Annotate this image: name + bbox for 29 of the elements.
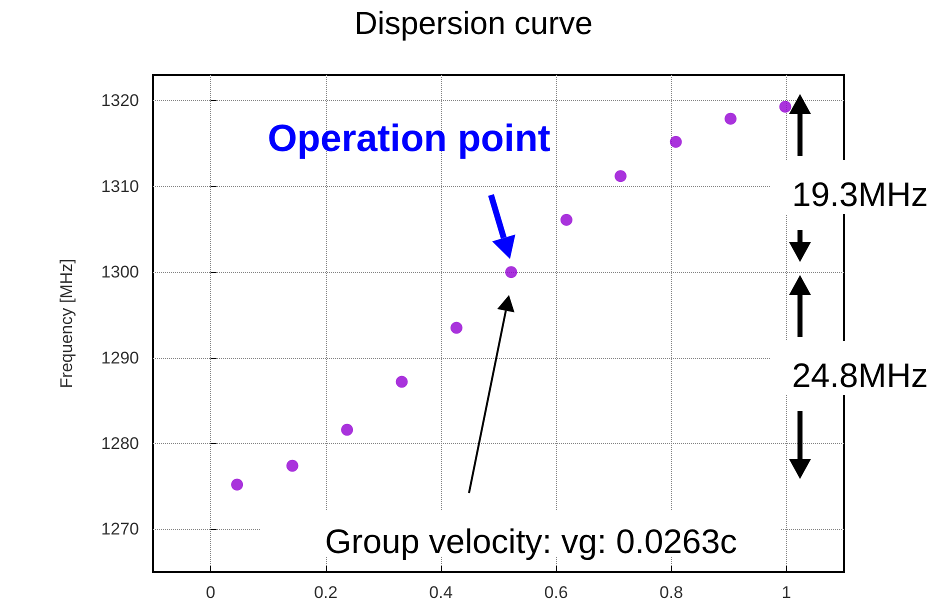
point	[505, 266, 518, 278]
point	[396, 376, 408, 388]
y-axis-title: Frequency [MHz]	[57, 258, 76, 388]
x-tick-label: 0.8	[659, 583, 684, 602]
y-tick-label: 1270	[101, 520, 139, 539]
y-tick-label: 1320	[101, 91, 139, 110]
x-tick-label: 0	[206, 583, 216, 602]
point	[450, 322, 462, 334]
annotation: 24.8MHz	[792, 357, 928, 395]
x-tick-label: 1	[782, 583, 792, 602]
y-tick-label: 1310	[101, 176, 139, 196]
annotation: 19.3MHz	[792, 176, 928, 214]
y-tick-label: 1300	[101, 262, 139, 282]
point	[614, 170, 627, 182]
point	[724, 112, 737, 125]
point	[231, 478, 244, 491]
x-tick-label: 0.6	[544, 583, 568, 602]
y-tick-label: 1290	[101, 348, 139, 368]
y-tick-label: 1280	[101, 434, 139, 453]
point	[670, 136, 682, 148]
annotation: Group velocity: vg: 0.0263c	[324, 523, 738, 561]
x-tick-label: 0.4	[429, 583, 453, 602]
point	[779, 100, 792, 113]
annotation: Operation point	[268, 118, 551, 160]
point	[560, 214, 572, 226]
chart-title: Dispersion curve	[354, 5, 593, 41]
point	[341, 424, 354, 436]
x-tick-label: 0.2	[314, 583, 338, 602]
point	[286, 460, 298, 472]
